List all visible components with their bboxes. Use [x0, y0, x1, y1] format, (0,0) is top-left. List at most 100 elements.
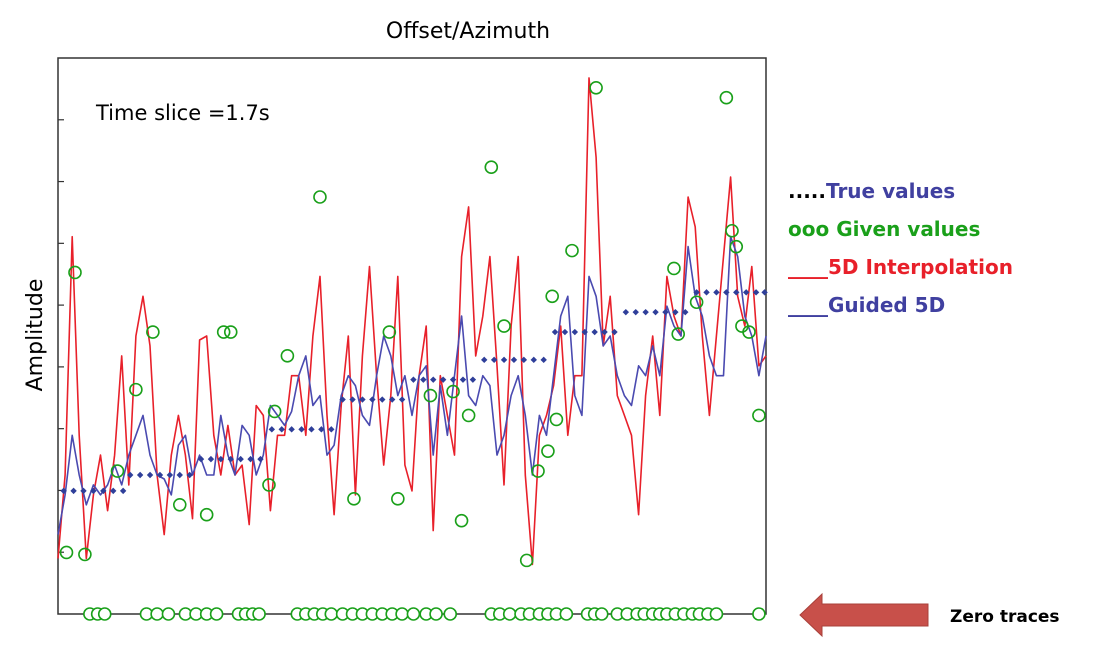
true-value-point	[449, 376, 457, 383]
true-value-point	[349, 396, 356, 403]
legend-given-label: Given values	[836, 217, 981, 241]
given-value-point	[531, 464, 545, 478]
true-value-point	[237, 455, 244, 463]
given-value-point	[545, 289, 559, 304]
zero-trace-point	[559, 607, 574, 621]
true-value-point	[388, 396, 396, 403]
true-value-point	[298, 426, 305, 433]
legend-interp-prefix: ____	[788, 255, 828, 279]
true-value-point	[257, 455, 264, 463]
given-value-point	[752, 408, 766, 423]
zero-trace-point	[443, 607, 458, 621]
given-values-group	[59, 80, 766, 568]
given-value-point	[216, 325, 231, 339]
legend-interp-label: 5D Interpolation	[828, 255, 1013, 279]
legend-true-label: True values	[826, 179, 956, 203]
true-value-point	[268, 426, 276, 433]
given-value-point	[313, 190, 327, 204]
true-value-point	[359, 396, 366, 403]
zero-trace-point	[429, 607, 443, 621]
true-value-point	[308, 426, 315, 433]
true-value-point	[328, 426, 335, 433]
given-value-point	[589, 80, 603, 95]
given-value-point	[446, 384, 460, 399]
given-value-point	[423, 388, 438, 403]
given-value-point	[267, 404, 282, 419]
true-value-point	[227, 455, 234, 463]
true-value-point	[197, 455, 205, 463]
true-value-point	[136, 471, 144, 479]
zero-traces-arrow	[799, 592, 929, 638]
true-value-point	[693, 289, 700, 296]
zero-trace-point	[209, 607, 224, 621]
given-value-point	[280, 349, 295, 363]
true-value-point	[318, 426, 325, 433]
legend: .....True values ooo Given values ____5D…	[788, 172, 1013, 324]
zero-trace-point	[252, 607, 266, 621]
true-value-point	[591, 328, 598, 336]
true-value-point	[682, 308, 689, 316]
true-value-point	[100, 487, 107, 495]
true-value-point	[166, 471, 174, 479]
true-value-point	[540, 356, 547, 364]
given-value-point	[78, 547, 92, 562]
true-value-point	[520, 356, 528, 364]
true-value-point	[672, 308, 679, 316]
true-value-point	[571, 328, 579, 336]
true-value-point	[510, 356, 518, 364]
given-value-point	[59, 545, 74, 560]
legend-true-prefix: .....	[788, 179, 826, 203]
true-value-point	[662, 308, 669, 316]
given-value-point	[262, 478, 276, 492]
chart-title: Offset/Azimuth	[386, 19, 550, 44]
interp-series-group	[57, 77, 767, 566]
zero-trace-point	[395, 607, 409, 621]
true-value-point	[119, 487, 127, 495]
true-value-point	[469, 376, 477, 383]
true-value-point	[481, 356, 488, 364]
true-value-point	[622, 308, 630, 316]
true-value-point	[733, 289, 740, 296]
true-value-point	[186, 471, 193, 479]
true-value-point	[217, 455, 225, 463]
zero-trace-point	[594, 607, 609, 621]
true-value-point	[561, 328, 569, 336]
given-value-point	[541, 444, 555, 458]
true-value-point	[410, 376, 417, 383]
given-value-point	[729, 239, 744, 254]
true-value-point	[459, 376, 467, 383]
guided-line	[57, 235, 767, 535]
legend-item-true: .....True values	[788, 172, 1013, 210]
true-value-point	[632, 308, 639, 316]
true-value-point	[752, 289, 760, 296]
given-value-point	[172, 497, 187, 512]
given-value-point	[519, 553, 534, 568]
true-value-point	[530, 356, 537, 364]
zero-traces-group	[83, 607, 766, 621]
true-value-point	[247, 455, 254, 463]
given-value-point	[110, 464, 125, 478]
legend-item-interp: ____5D Interpolation	[788, 248, 1013, 286]
true-value-point	[80, 487, 87, 495]
given-value-point	[565, 243, 579, 258]
given-value-point	[223, 325, 238, 339]
true-value-point	[127, 471, 134, 479]
true-value-point	[611, 328, 618, 336]
true-value-point	[581, 328, 588, 336]
given-value-point	[484, 160, 499, 175]
true-value-point	[398, 396, 406, 403]
true-value-point	[339, 396, 346, 403]
zero-trace-point	[150, 607, 164, 621]
given-value-point	[391, 492, 405, 506]
true-value-point	[761, 289, 768, 296]
zero-trace-point	[324, 607, 339, 621]
true-value-point	[703, 289, 710, 296]
legend-guided-label: Guided 5D	[828, 293, 946, 317]
true-value-point	[490, 356, 498, 364]
true-value-point	[439, 376, 447, 383]
true-value-point	[176, 471, 183, 479]
given-value-point	[742, 325, 756, 339]
y-axis-label: Amplitude	[23, 279, 48, 392]
zero-traces-label: Zero traces	[950, 607, 1060, 627]
